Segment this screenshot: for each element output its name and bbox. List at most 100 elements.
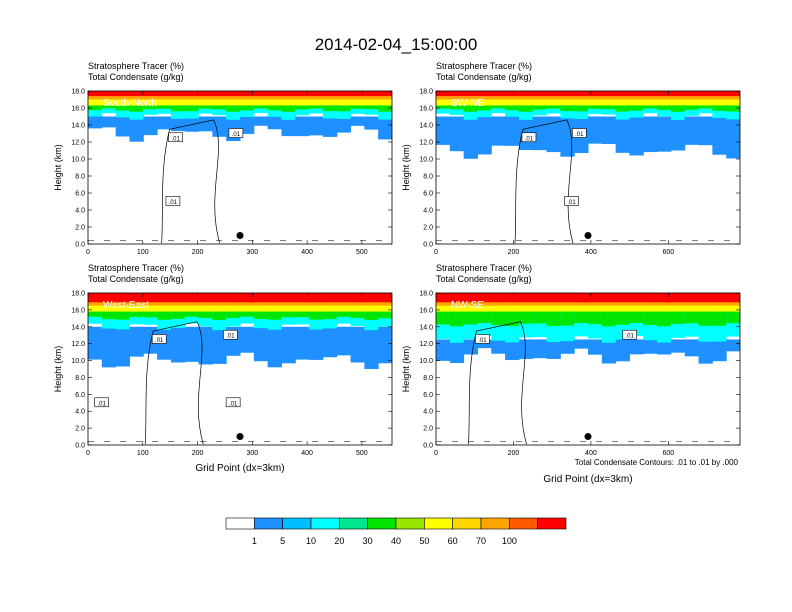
tracer-cell-orange (491, 301, 506, 306)
tracer-cell-green (295, 103, 310, 110)
tracer-cell-green (684, 309, 700, 324)
tracer-cell-orange (588, 95, 603, 100)
tracer-cell-green (477, 309, 492, 324)
tracer-cell-yellow (281, 304, 296, 312)
tracer-cell-blue (212, 326, 227, 364)
tracer-cell-blue (378, 116, 392, 140)
tracer-cell-blue (505, 116, 520, 146)
tracer-cell-yellow (684, 98, 700, 106)
tracer-cell-blue (115, 116, 130, 137)
colorbar-label: 50 (419, 536, 429, 546)
tracer-cell-blue (170, 116, 186, 131)
location-marker (584, 232, 592, 239)
panel-name: SW-NE (451, 98, 484, 109)
tracer-cell-yellow (436, 304, 451, 312)
tracer-cell-yellow (336, 304, 352, 312)
tracer-cell-blue (336, 116, 352, 133)
tracer-cell-green (129, 309, 144, 318)
contour-label: .01 (155, 338, 164, 344)
contour-label: .01 (525, 136, 534, 142)
tracer-cell-blue (364, 116, 379, 130)
tracer-cell-orange (518, 95, 534, 100)
tracer-cell-yellow (684, 304, 700, 312)
tracer-cell-yellow (364, 98, 379, 106)
tracer-cell-orange (240, 95, 255, 100)
tracer-cell-yellow (143, 98, 158, 106)
tracer-cell-blue (643, 339, 658, 354)
plot-area: .01 .01 .01 .01 (88, 293, 392, 445)
tracer-cell-blue (643, 116, 658, 153)
tracer-cell-green (491, 103, 506, 109)
tracer-cell-orange (560, 301, 575, 306)
tracer-cell-orange (378, 95, 392, 100)
tracer-cell-orange (518, 301, 534, 306)
contour-label: .01 (567, 200, 576, 206)
tracer-cell-orange (240, 301, 255, 306)
tracer-cell-blue (477, 339, 492, 349)
tracer-cell-blue (588, 116, 603, 144)
tracer-cell-yellow (505, 98, 520, 106)
panel-title-tracer: Stratosphere Tracer (%) (436, 61, 532, 71)
tracer-cell-orange (505, 301, 520, 306)
tracer-cell-yellow (463, 304, 478, 312)
x-tick-label: 0 (434, 450, 438, 457)
tracer-cell-green (532, 103, 548, 110)
tracer-cell-yellow (629, 304, 644, 312)
tracer-cell-green (574, 103, 589, 112)
contour-label-box (228, 128, 244, 138)
tracer-cell-orange (712, 95, 727, 100)
tracer-cell-green (309, 103, 324, 109)
contour-label-box (225, 397, 241, 408)
tracer-cell-orange (463, 95, 478, 100)
colorbar-label: 100 (502, 536, 517, 546)
tracer-cell-yellow (588, 98, 603, 106)
tracer-cell-green (212, 309, 227, 321)
tracer-cell-green (657, 103, 672, 110)
tracer-cell-blue (143, 326, 158, 354)
panel-frame (87, 292, 393, 446)
tracer-cell-blue (322, 116, 338, 137)
tracer-cell-yellow (657, 98, 672, 106)
tracer-cell-blue (88, 116, 103, 129)
tracer-cell-orange (684, 301, 700, 306)
tracer-cell-blue (588, 339, 603, 355)
tracer-cell-green (336, 309, 352, 317)
y-tick-label: 6.0 (75, 191, 85, 198)
x-tick-label: 300 (246, 249, 258, 256)
tracer-cell-blue (170, 326, 186, 363)
tracer-cell-orange (436, 301, 451, 306)
colorbar-label: 5 (280, 536, 285, 546)
tracer-cell-orange (129, 301, 144, 306)
tracer-cell-blue (115, 326, 130, 367)
panel-nw-se: Stratosphere Tracer (%)Total Condensate … (401, 263, 741, 485)
tracer-cell-yellow (615, 98, 630, 106)
tracer-cell-green (101, 309, 117, 320)
tracer-cell-blue (281, 116, 296, 137)
tracer-cell-orange (88, 301, 103, 306)
tracer-cell-green (115, 309, 130, 320)
tracer-cell-orange (309, 301, 324, 306)
tracer-cell-green (615, 309, 630, 325)
y-tick-label: 16.0 (71, 106, 85, 113)
tracer-cell-yellow (532, 304, 548, 312)
tracer-cell-blue (698, 116, 713, 146)
tracer-cell-green (670, 103, 686, 112)
colorbar-label: 40 (391, 536, 401, 546)
colorbar-swatch (310, 517, 340, 530)
tracer-cell-yellow (670, 98, 686, 106)
tracer-cell-green (212, 103, 227, 110)
tracer-cell-orange (170, 301, 186, 306)
tracer-cell-yellow (449, 98, 465, 106)
y-tick-label: 2.0 (75, 225, 85, 232)
y-tick-label: 2.0 (75, 426, 85, 433)
tracer-cell-green (712, 103, 727, 111)
x-tick-label: 400 (585, 450, 597, 457)
x-tick-label: 0 (434, 249, 438, 256)
tracer-cell-yellow (698, 98, 713, 106)
tracer-cell-orange (157, 95, 172, 100)
tracer-cell-cyan (532, 103, 548, 116)
tracer-cell-blue (449, 116, 465, 152)
contour-label-box (151, 334, 167, 344)
panel-title-condensate: Total Condensate (g/kg) (88, 72, 184, 82)
tracer-cell-orange (657, 301, 672, 306)
